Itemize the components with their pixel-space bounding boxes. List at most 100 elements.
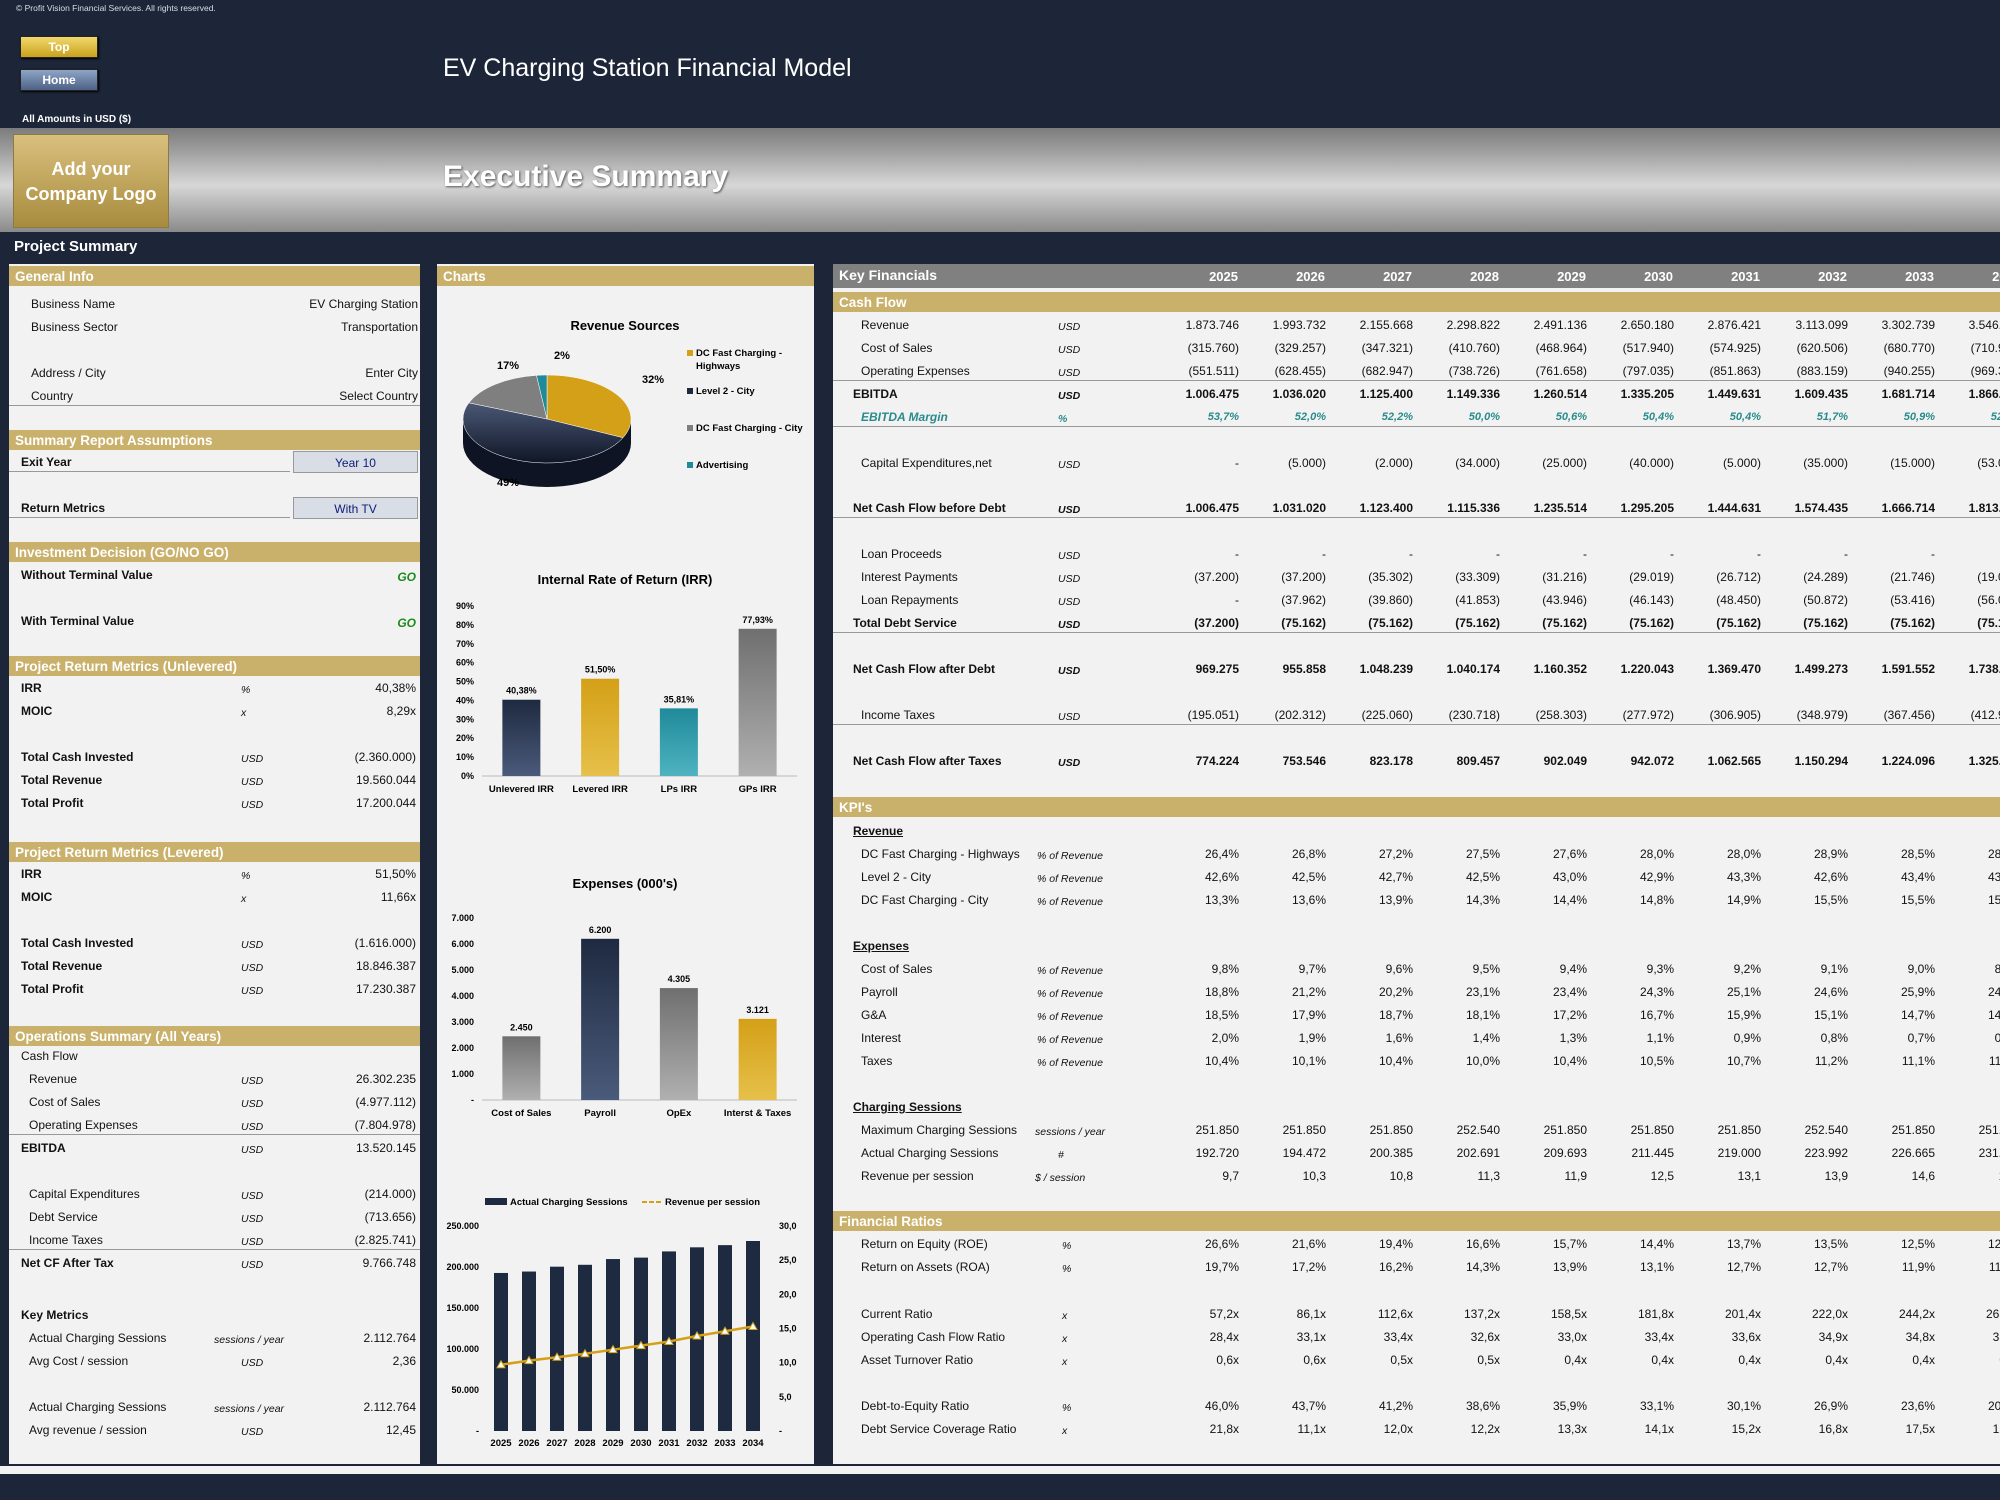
ratio-value: 28,4x bbox=[1209, 1330, 1239, 1344]
country-label: Country bbox=[31, 389, 74, 403]
sessions-ytick: 200.000 bbox=[446, 1262, 479, 1272]
ratio-value: 0,6x bbox=[1216, 1353, 1239, 1367]
kpi-expense-label: Taxes bbox=[861, 1054, 893, 1068]
key-financials-panel: Key Financials 2025 2026 2027 2028 2029 2030 2… bbox=[833, 264, 2000, 1464]
revenue-per-session-point bbox=[720, 1326, 730, 1335]
ratio-value: 0,5x bbox=[1390, 1353, 1413, 1367]
kpi-expense-value: 14,1% bbox=[1987, 1008, 2000, 1022]
ratio-value: 244,2x bbox=[1898, 1307, 1935, 1321]
kpi-expense-value: 0,9% bbox=[1733, 1031, 1761, 1045]
cash-flow-value: 1.006.475 bbox=[1185, 501, 1239, 515]
cash-flow-value: 1.499.273 bbox=[1794, 662, 1848, 676]
expenses-data-label: 3.121 bbox=[746, 1005, 769, 1015]
cash-flow-value: (21.746) bbox=[1890, 570, 1935, 584]
irr-data-label: 77,93% bbox=[742, 615, 773, 625]
cash-flow-value: - bbox=[1409, 547, 1413, 561]
ops-value: 9.766.748 bbox=[362, 1256, 416, 1270]
top-button[interactable]: Top bbox=[20, 36, 98, 58]
ops-unit: USD bbox=[241, 1213, 264, 1225]
irr-ytick: 20% bbox=[456, 733, 474, 743]
levered-label: Total Profit bbox=[21, 982, 84, 996]
cash-flow-value: 1.040.174 bbox=[1446, 662, 1500, 676]
cash-flow-header: Cash Flow bbox=[833, 292, 2000, 312]
cash-flow-label: EBITDA bbox=[853, 387, 898, 401]
kpi-expense-value: 9,8% bbox=[1211, 962, 1239, 976]
business-sector-value[interactable]: Transportation bbox=[341, 320, 418, 334]
ratio-value: 112,6x bbox=[1377, 1307, 1413, 1321]
levered-value: 11,66x bbox=[380, 890, 416, 904]
kpi-session-value: 251.850 bbox=[1978, 1123, 2000, 1137]
cash-flow-value: (35.000) bbox=[1803, 456, 1848, 470]
ops-value: (2.825.741) bbox=[354, 1233, 416, 1247]
kpi-expense-value: 17,9% bbox=[1291, 1008, 1326, 1022]
kpi-expense-value: 17,2% bbox=[1552, 1008, 1587, 1022]
levered-unit: USD bbox=[241, 985, 264, 997]
kpi-expense-value: 25,9% bbox=[1900, 985, 1935, 999]
cash-flow-value: - bbox=[1496, 547, 1500, 561]
cash-flow-value: 1.062.565 bbox=[1707, 754, 1761, 768]
kpi-revenue-value: 15,5% bbox=[1900, 893, 1935, 907]
kpi-session-row: Maximum Charging Sessions sessions / year… bbox=[833, 1120, 2000, 1140]
ratio-value: 0,4x bbox=[1944, 1350, 2000, 1370]
cash-flow-value: - bbox=[1583, 547, 1587, 561]
kpi-session-row: Revenue per session $ / session 9,7 10,3 10,… bbox=[833, 1166, 2000, 1186]
sessions-category: 2029 bbox=[602, 1438, 623, 1449]
ratio-value: 33,1x bbox=[1296, 1330, 1326, 1344]
kpi-revenue-row: Level 2 - City % of Revenue 42,6% 42,5% 42,7… bbox=[833, 867, 2000, 887]
ratio-value: 33,4x bbox=[1383, 1330, 1413, 1344]
ratio-value: 0,4x bbox=[1564, 1353, 1587, 1367]
ops-unit: USD bbox=[241, 1190, 264, 1202]
ratio-label: Debt-to-Equity Ratio bbox=[861, 1399, 970, 1413]
kpi-revenue-value: 15,6% bbox=[1987, 893, 2000, 907]
cash-flow-label: Interest Payments bbox=[861, 570, 958, 584]
kpi-expense-value: 24,9% bbox=[1987, 985, 2000, 999]
business-name-value[interactable]: EV Charging Station bbox=[309, 297, 418, 311]
business-name-label: Business Name bbox=[31, 297, 116, 311]
kpi-expense-row: Cost of Sales % of Revenue 9,8% 9,7% 9,6% 9,5… bbox=[833, 959, 2000, 979]
home-button[interactable]: Home bbox=[20, 69, 98, 91]
ratio-unit: % bbox=[1062, 1263, 1072, 1275]
cash-flow-value: 1.335.205 bbox=[1620, 387, 1674, 401]
return-metrics-input[interactable]: With TV bbox=[293, 497, 418, 519]
ratio-row: Current Ratio x 57,2x 86,1x 112,6x 137,2x 158,… bbox=[833, 1304, 2000, 1324]
levered-value: 17.230.387 bbox=[355, 982, 416, 996]
kpis-header: KPI's bbox=[833, 797, 2000, 817]
country-value[interactable]: Select Country bbox=[339, 389, 418, 403]
cash-flow-value: - bbox=[1944, 544, 2000, 564]
expenses-ytick: 6.000 bbox=[451, 939, 474, 949]
header-banner bbox=[0, 128, 2000, 232]
kpi-session-value: 202.691 bbox=[1456, 1146, 1500, 1160]
kpi-expense-value: 10,7% bbox=[1726, 1054, 1761, 1068]
ratio-value: 201,4x bbox=[1724, 1307, 1761, 1321]
exit-year-row: Exit Year bbox=[9, 452, 290, 472]
irr-ytick: 60% bbox=[456, 658, 474, 668]
cash-flow-value: 1.325.268 bbox=[1968, 754, 2000, 768]
sessions-category: 2033 bbox=[714, 1438, 735, 1449]
kpi-session-value: 11,9 bbox=[1564, 1169, 1587, 1183]
kpi-expense-value: 9,3% bbox=[1646, 962, 1674, 976]
address-value[interactable]: Enter City bbox=[365, 366, 418, 380]
cash-flow-value: (329.257) bbox=[1274, 341, 1326, 355]
legend-swatch bbox=[687, 462, 693, 468]
levered-label: IRR bbox=[21, 867, 42, 881]
ratio-row: Return on Assets (ROA)% 19,7% 17,2% 16,2% 14… bbox=[833, 1257, 2000, 1277]
irr-bar bbox=[502, 699, 541, 776]
cash-flow-value: (5.000) bbox=[1722, 456, 1761, 470]
sessions-ytick: 100.000 bbox=[446, 1344, 479, 1354]
revenue-per-session-point bbox=[580, 1348, 590, 1358]
exit-year-input[interactable]: Year 10 bbox=[293, 451, 418, 473]
cash-flow-value: (25.000) bbox=[1542, 456, 1587, 470]
legend-label: Actual Charging Sessions bbox=[510, 1197, 628, 1208]
sessions-category: 2026 bbox=[518, 1438, 539, 1449]
cash-flow-value: 1.738.254 bbox=[1968, 662, 2000, 676]
levered-row: Total Revenue USD 18.846.387 bbox=[9, 956, 420, 976]
key-metric-row: Avg Cost / session USD 2,36 bbox=[9, 1351, 420, 1371]
unlevered-value: 19.560.044 bbox=[355, 773, 416, 787]
ratio-value: 30,1% bbox=[1726, 1399, 1761, 1413]
cash-flow-value: 3.546.692 bbox=[1968, 318, 2000, 332]
key-metric-row: Avg revenue / session USD 12,45 bbox=[9, 1420, 420, 1440]
ops-label: Capital Expenditures bbox=[29, 1187, 140, 1201]
cash-flow-value: 955.858 bbox=[1282, 662, 1326, 676]
unlevered-row: IRR% 40,38% bbox=[9, 678, 420, 698]
cash-flow-value: 1.150.294 bbox=[1794, 754, 1848, 768]
